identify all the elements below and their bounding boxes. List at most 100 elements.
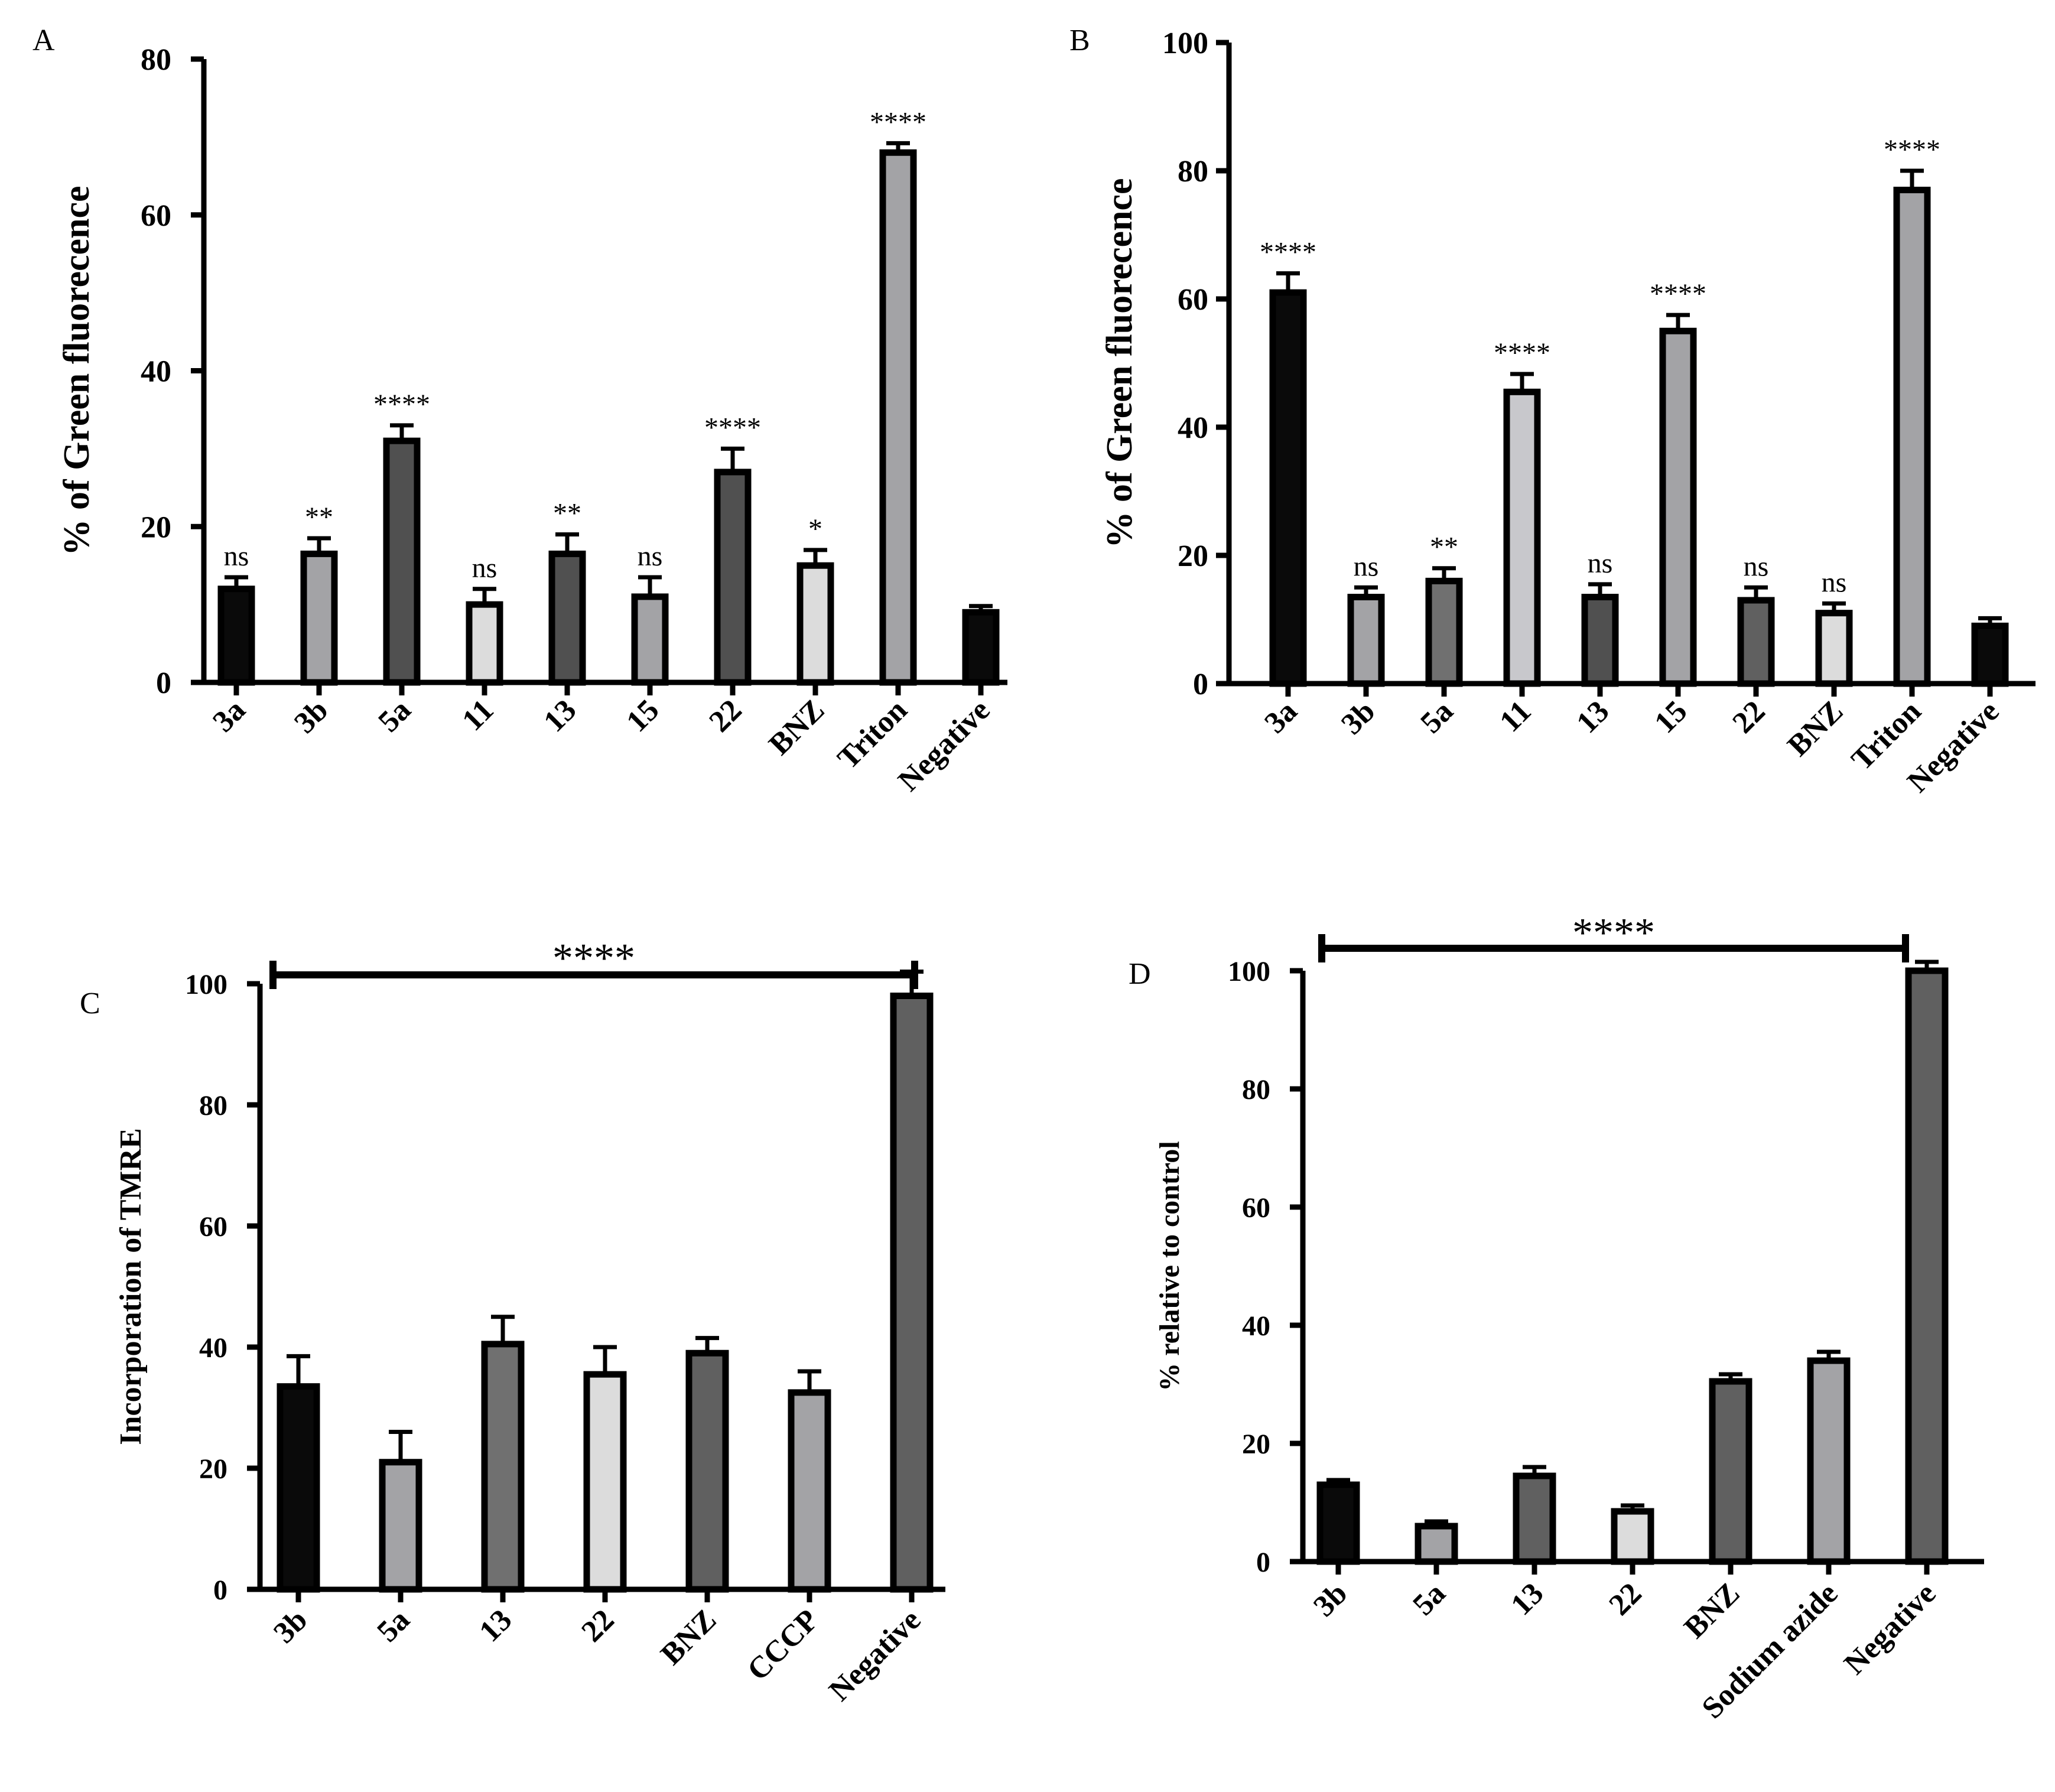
panel-b-bar-13	[1581, 594, 1619, 687]
panel-b-bar-11	[1503, 388, 1541, 687]
panel-a: A% of Green fluorecence0204060803ans3b**…	[32, 24, 1007, 798]
panel-b-bar-triton	[1893, 187, 1931, 687]
panel-d-y-tick-label: 60	[1242, 1192, 1270, 1224]
panel-b-significance-label: ns	[1744, 551, 1769, 582]
panel-b-category-label: 5a	[1414, 694, 1459, 740]
panel-c-category-label: CCCP	[741, 1603, 825, 1687]
panel-a-letter: A	[32, 24, 55, 57]
panel-c-category-label: 22	[575, 1603, 620, 1648]
panel-b-category-label: 15	[1648, 694, 1693, 740]
panel-a-significance-label: **	[553, 497, 581, 529]
panel-b-y-tick-label: 80	[1178, 155, 1208, 188]
panel-d-bar-5a	[1415, 1523, 1458, 1565]
panel-c-letter: C	[80, 987, 100, 1020]
panel-c-y-tick-label: 100	[185, 969, 227, 1000]
panel-a-significance-label: ****	[373, 389, 430, 420]
panel-b-bar-3a	[1269, 289, 1307, 687]
panel-a-significance-label: ns	[224, 541, 249, 572]
panel-a-category-label: 13	[537, 693, 583, 739]
panel-d-letter: D	[1129, 957, 1151, 991]
panel-b-significance-label: ns	[1822, 567, 1847, 598]
panel-a-y-tick-label: 80	[141, 43, 171, 77]
panel-b-category-label: 11	[1493, 694, 1537, 739]
panel-b-bar-3b	[1347, 594, 1385, 687]
panel-a-category-label: Negative	[892, 693, 996, 798]
panel-d-bar-13	[1513, 1472, 1556, 1565]
panel-d-bar-22	[1611, 1508, 1654, 1565]
panel-d-y-tick-label: 40	[1242, 1310, 1270, 1342]
panel-b-significance-label: ****	[1260, 237, 1316, 268]
panel-b-y-tick-label: 20	[1178, 539, 1208, 573]
panel-b-significance-label: **	[1430, 532, 1458, 563]
panel-c-bar-bnz	[685, 1349, 729, 1593]
panel-b-significance-label: ****	[1494, 337, 1550, 369]
panel-b-significance-label: ****	[1650, 278, 1706, 310]
panel-a-significance-label: **	[305, 502, 333, 533]
panel-a-bar-bnz	[796, 562, 834, 686]
panel-a-bar-3b	[300, 550, 338, 686]
panel-a-significance-label: ****	[704, 412, 761, 443]
panel-a-y-tick-label: 60	[141, 199, 171, 233]
panel-c-bar-5a	[379, 1459, 422, 1593]
panel-a-bar-13	[548, 550, 586, 686]
panel-a-category-label: 3b	[288, 693, 334, 740]
panel-a-significance-label: ns	[472, 552, 498, 584]
panel-a-bar-negative	[962, 609, 1000, 686]
panel-c-y-axis-label: Incorporation of TMRE	[114, 1128, 148, 1445]
panel-b-significance-label: ****	[1884, 134, 1940, 165]
panel-d-bar-bnz	[1709, 1378, 1752, 1565]
panel-d-y-tick-label: 80	[1242, 1074, 1270, 1105]
panel-c-category-label: 5a	[370, 1603, 416, 1648]
panel-d-category-label: 22	[1602, 1576, 1648, 1622]
panel-c: C Incorporation of TMRE 0 20 40 60 80 100 3b 5a 13…	[80, 936, 945, 1708]
panel-c-category-label: 3b	[267, 1603, 314, 1650]
panel-b-category-label: 3b	[1335, 694, 1381, 741]
panel-d-category-label: 5a	[1406, 1576, 1452, 1622]
panel-d-y-tick-label: 0	[1256, 1547, 1270, 1578]
panel-b-category-label: BNZ	[1781, 694, 1850, 763]
panel-b-significance-label: ns	[1588, 548, 1613, 579]
panel-c-y-tick-label: 0	[213, 1575, 227, 1606]
panel-a-bar-5a	[383, 437, 421, 686]
panel-c-category-label: Negative	[822, 1603, 927, 1708]
panel-c-y-tick-label: 80	[199, 1090, 227, 1121]
panel-c-y-tick-label: 60	[199, 1211, 227, 1243]
panel-b-y-tick-label: 60	[1178, 283, 1208, 317]
panel-d-y-tick-label: 20	[1242, 1429, 1270, 1460]
panel-d-bracket-significance: ****	[1572, 910, 1655, 956]
panel-b-y-tick-label: 40	[1178, 411, 1208, 445]
panel-a-bar-triton	[879, 149, 917, 686]
panel-a-category-label: Triton	[831, 693, 914, 776]
panel-b-bar-negative	[1971, 622, 2009, 687]
panel-d-bar-sodium-azide	[1807, 1357, 1851, 1565]
panel-c-category-label: 13	[473, 1603, 518, 1648]
panel-d: D % relative to control 0 20 40 60 80 100 3b 5a 13…	[1129, 910, 1984, 1725]
panel-b-y-tick-label: 0	[1193, 668, 1208, 701]
panel-b-bar-15	[1659, 327, 1697, 687]
panel-b-category-label: 22	[1726, 694, 1771, 740]
panel-c-bar-negative	[890, 993, 934, 1593]
panel-d-category-label: BNZ	[1678, 1576, 1747, 1645]
panel-a-y-tick-label: 0	[156, 666, 171, 700]
panel-b-category-label: 13	[1570, 694, 1615, 740]
panel-a-category-label: 22	[703, 693, 748, 739]
panel-c-y-tick-label: 40	[199, 1332, 227, 1364]
panel-b: B% of Green fluorecence0204060801003a***…	[1069, 24, 2036, 799]
panel-a-y-tick-label: 20	[141, 510, 171, 544]
panel-b-letter: B	[1069, 24, 1090, 57]
panel-d-bar-negative	[1905, 967, 1949, 1565]
panel-a-category-label: 15	[620, 693, 665, 739]
panel-c-bar-3b	[277, 1383, 320, 1593]
panel-d-y-axis-label: % relative to control	[1154, 1141, 1185, 1391]
panel-b-category-label: 3a	[1258, 694, 1303, 740]
panel-d-category-label: 3b	[1307, 1576, 1354, 1623]
panel-d-category-label: Negative	[1838, 1576, 1942, 1681]
panel-b-bar-22	[1737, 597, 1775, 687]
panel-a-significance-label: ****	[870, 106, 926, 138]
panel-a-bar-11	[466, 601, 503, 686]
panel-c-y-tick-label: 20	[199, 1453, 227, 1485]
panel-b-bar-5a	[1425, 577, 1463, 687]
panel-a-category-label: 11	[456, 693, 500, 737]
panel-c-bar-13	[481, 1341, 525, 1593]
